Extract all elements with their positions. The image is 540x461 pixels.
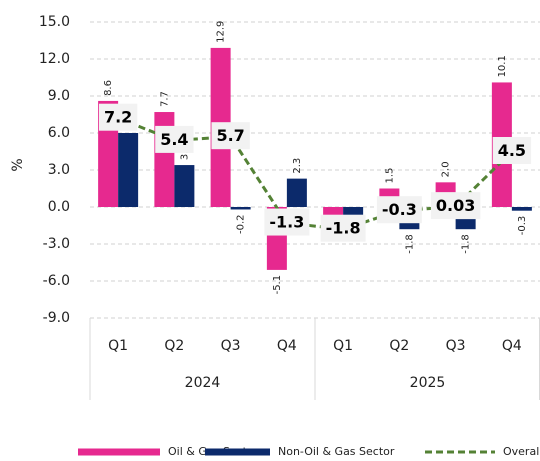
legend-label: Overall xyxy=(503,445,540,458)
x-group-label: 2024 xyxy=(185,375,221,391)
label-box xyxy=(492,137,532,164)
label-box xyxy=(430,192,481,220)
bar-value-label: -1.8 xyxy=(461,234,472,254)
bar-value-label: -5.1 xyxy=(272,275,283,295)
bar xyxy=(511,207,532,211)
legend-label: Non-Oil & Gas Sector xyxy=(278,445,395,458)
bar-value-label: 2.3 xyxy=(292,158,303,174)
x-tick-label: Q1 xyxy=(108,338,128,354)
bar-value-label: 2.0 xyxy=(441,161,452,177)
y-axis-label: % xyxy=(10,158,26,171)
line-value-label: 4.5 xyxy=(498,141,526,160)
bar-value-label: -0.3 xyxy=(517,216,528,236)
y-tick-label: -9.0 xyxy=(43,310,70,326)
bar-value-label: -0.2 xyxy=(236,214,247,234)
bar-value-label: 1.5 xyxy=(384,168,395,184)
y-tick-label: 6.0 xyxy=(48,125,70,141)
y-tick-label: 0.0 xyxy=(48,199,70,215)
bar xyxy=(230,207,251,210)
label-box xyxy=(264,208,310,236)
x-tick-label: Q3 xyxy=(446,338,466,354)
bar-value-label: 12.9 xyxy=(216,21,227,43)
x-group-label: 2025 xyxy=(410,375,446,391)
label-box xyxy=(155,125,194,153)
line-value-label: -1.8 xyxy=(326,219,361,238)
line-value-label: -1.3 xyxy=(269,213,304,232)
y-tick-label: 9.0 xyxy=(48,88,70,104)
x-tick-label: Q2 xyxy=(389,338,409,354)
line-value-label: 7.2 xyxy=(104,108,132,127)
bar xyxy=(118,133,139,207)
label-box xyxy=(98,103,138,131)
line-value-label: 0.03 xyxy=(436,196,475,215)
x-tick-label: Q4 xyxy=(277,338,297,354)
line-value-label: 5.7 xyxy=(216,126,244,145)
line-value-label: 5.4 xyxy=(160,130,188,149)
x-tick-label: Q3 xyxy=(221,338,241,354)
bar-value-label: -1.8 xyxy=(404,234,415,254)
y-tick-label: -3.0 xyxy=(43,236,70,252)
bar xyxy=(174,165,195,207)
label-box xyxy=(376,196,422,224)
legend-swatch xyxy=(205,448,270,456)
label-box xyxy=(320,214,366,242)
label-box xyxy=(211,122,250,150)
bar-value-label: 8.6 xyxy=(103,80,114,96)
x-tick-label: Q1 xyxy=(333,338,353,354)
y-tick-label: -6.0 xyxy=(43,273,70,289)
bar-value-label: 10.1 xyxy=(497,55,508,77)
x-tick-label: Q4 xyxy=(502,338,522,354)
y-tick-label: 15.0 xyxy=(39,14,70,30)
bar xyxy=(286,178,307,207)
y-tick-label: 3.0 xyxy=(48,162,70,178)
x-tick-label: Q2 xyxy=(164,338,184,354)
bar-value-label: 7.7 xyxy=(159,91,170,107)
line-value-label: -0.3 xyxy=(382,200,417,219)
y-tick-label: 12.0 xyxy=(39,51,70,67)
legend-swatch xyxy=(78,448,160,456)
